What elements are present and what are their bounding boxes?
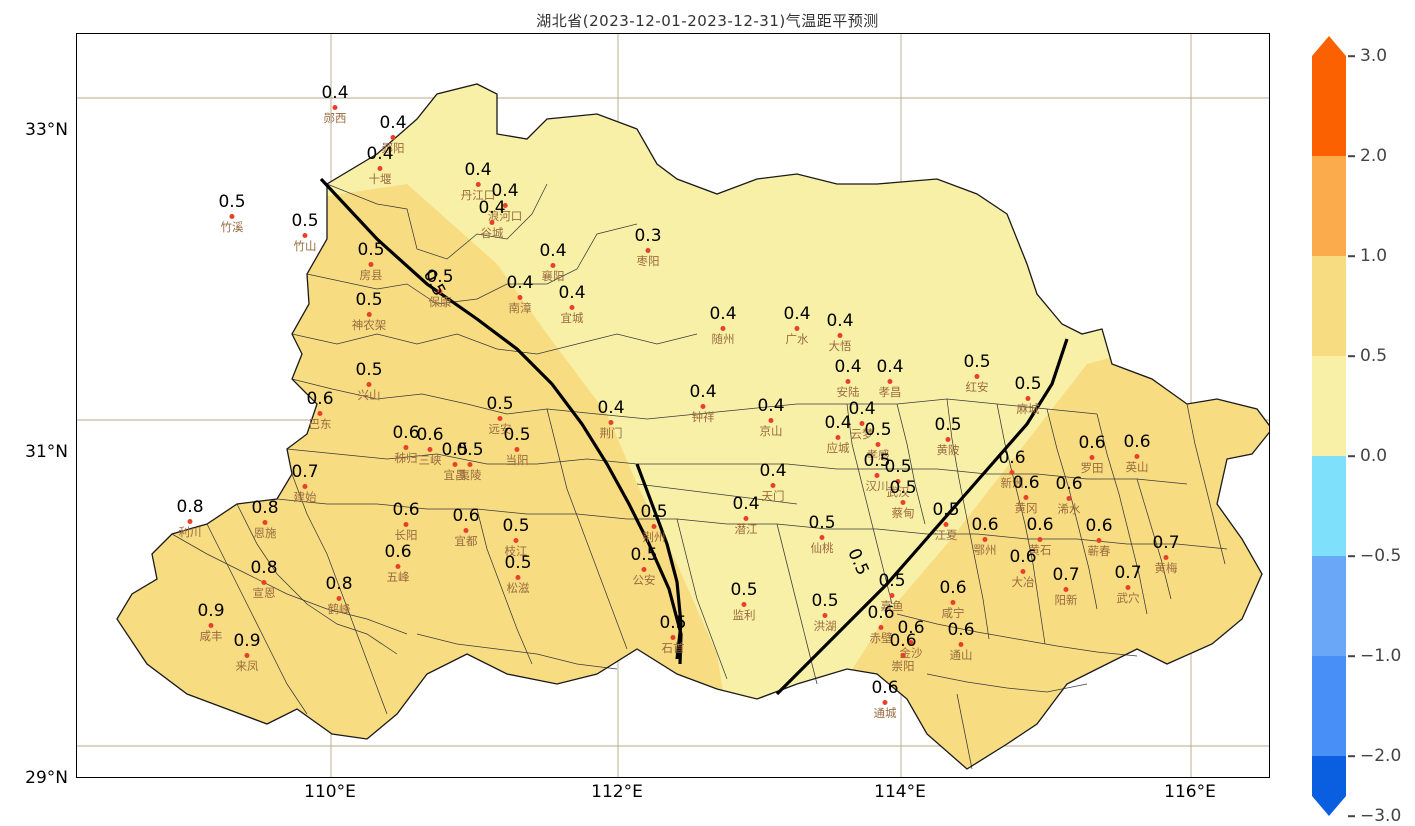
colorbar-segment-m1tom05 [1312, 556, 1346, 656]
page-title: 湖北省(2023-12-01-2023-12-31)气温距平预测 [536, 12, 879, 30]
colorbar-tick: −1.0 [1360, 646, 1402, 666]
colorbar-tick: −2.0 [1360, 746, 1402, 766]
xtick-label: 116°E [1164, 782, 1216, 802]
colorbar-tick: 2.0 [1360, 146, 1388, 166]
xtick-label: 110°E [304, 782, 356, 802]
colorbar-segment-m3tom2 [1312, 756, 1346, 796]
hubei-map-svg [77, 34, 1269, 777]
colorbar-tick: 0.0 [1360, 446, 1388, 466]
colorbar-max-arrow [1312, 36, 1346, 56]
colorbar-segment-m05to0 [1312, 456, 1346, 556]
colorbar-min-arrow [1312, 796, 1346, 816]
colorbar-tick: 0.5 [1360, 346, 1388, 366]
province-outline [116, 83, 1269, 770]
colorbar-segment-m2tom1 [1312, 656, 1346, 756]
map-plot-area [76, 33, 1270, 778]
colorbar-segment-05to1 [1312, 256, 1346, 356]
colorbar-tick: −3.0 [1360, 806, 1402, 826]
contour-0.5-lines [319, 177, 1069, 696]
xtick-label: 112°E [591, 782, 643, 802]
xtick-label: 114°E [874, 782, 926, 802]
ytick-label: 31°N [25, 442, 68, 462]
colorbar-tick: −0.5 [1360, 546, 1402, 566]
ytick-label: 29°N [25, 768, 68, 788]
anomaly-shading [117, 84, 1269, 769]
colorbar-segment-0to05 [1312, 356, 1346, 456]
colorbar-segment-1to2 [1312, 156, 1346, 256]
colorbar-tick: 1.0 [1360, 246, 1388, 266]
colorbar-segment-2to3 [1312, 56, 1346, 156]
colorbar[interactable]: 3.0 2.0 1.0 0.5 0.0 −0.5 −1.0 −2.0 −3.0 [1312, 36, 1401, 826]
county-boundaries [171, 183, 1228, 770]
ytick-label: 33°N [25, 120, 68, 140]
colorbar-tick: 3.0 [1360, 46, 1388, 66]
